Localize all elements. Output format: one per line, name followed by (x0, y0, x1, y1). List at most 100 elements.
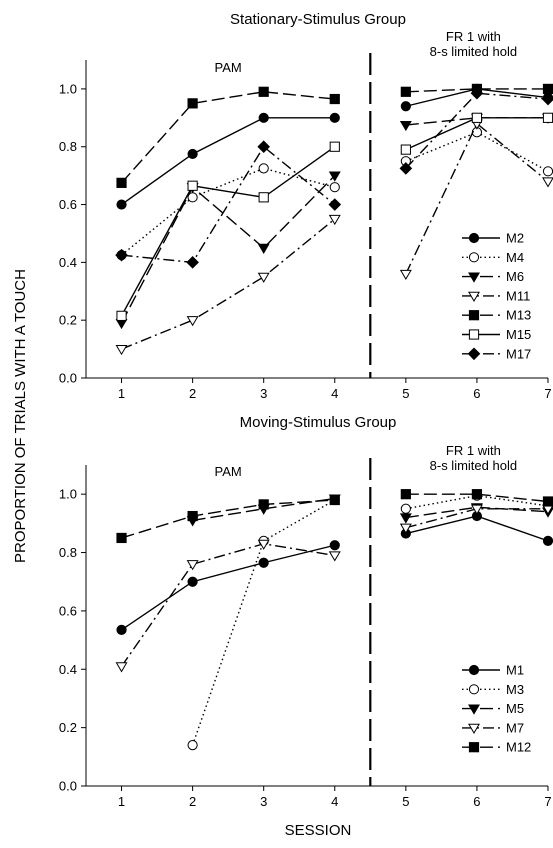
top-panel-legend: M2 M4 M6 M11 M13 M15 M17 (462, 231, 531, 361)
data-point (329, 182, 340, 193)
y-tick-label: 0.8 (59, 545, 77, 560)
legend-entry: M17 (462, 346, 531, 361)
legend-marker (468, 664, 480, 676)
bottom-panel-axes: 0.0 0.2 0.4 0.6 0.8 1.0 1 2 3 4 5 6 7 PAM FR 1 with8-s… (59, 443, 552, 809)
data-point (328, 198, 342, 211)
legend-entry: M1 (462, 663, 524, 678)
y-tick-label: 0.4 (59, 255, 77, 270)
x-tick-label: 3 (260, 386, 267, 401)
y-tick-label: 1.0 (59, 487, 77, 502)
legend-marker (468, 310, 480, 321)
data-point (399, 269, 412, 281)
x-tick-label: 5 (402, 386, 409, 401)
y-tick-label: 0.6 (59, 197, 77, 212)
data-point (186, 560, 199, 571)
data-point (329, 112, 340, 123)
data-point (542, 535, 553, 546)
series-line (121, 145, 336, 264)
x-tick-label: 6 (473, 386, 480, 401)
data-point (116, 532, 127, 544)
top-panel-axes: 0.0 0.2 0.4 0.6 0.8 1.0 1 2 3 4 5 6 7 PAM FR 1 with8-s… (59, 29, 552, 401)
legend-label: M3 (506, 682, 524, 697)
data-point (399, 523, 412, 534)
phase-label: 8-s limited hold (430, 44, 517, 59)
legend-marker (468, 252, 480, 263)
legend-entry: M5 (462, 701, 524, 716)
legend-entry: M13 (462, 308, 531, 323)
data-point (329, 540, 340, 551)
legend-marker (468, 742, 480, 753)
data-point (258, 86, 269, 97)
legend-label: M2 (506, 231, 524, 246)
legend-label: M6 (506, 269, 524, 284)
y-tick-label: 1.0 (59, 81, 77, 96)
y-tick-label: 0.0 (59, 779, 77, 794)
legend-entry: M4 (462, 250, 524, 265)
data-point (257, 140, 270, 154)
data-point (187, 576, 198, 587)
series-line (405, 506, 549, 519)
y-tick-label: 0.4 (59, 662, 77, 677)
series-line (121, 218, 336, 350)
y-tick-label: 0.6 (59, 603, 77, 618)
data-point (400, 101, 411, 112)
legend-marker (467, 347, 481, 361)
data-point (329, 141, 340, 152)
data-point (328, 171, 341, 182)
x-tick-label: 1 (118, 386, 125, 401)
legend-marker (468, 232, 480, 244)
series-m11 (115, 119, 553, 356)
x-tick-label: 2 (189, 386, 196, 401)
legend-entry: M12 (462, 740, 531, 755)
data-point (399, 162, 413, 175)
phase-label: FR 1 with (446, 443, 501, 458)
data-point (329, 494, 340, 506)
legend-entry: M7 (462, 720, 524, 735)
series-line (121, 499, 335, 539)
legend-marker (468, 272, 480, 283)
data-point (470, 86, 484, 100)
data-point (115, 344, 128, 356)
legend-entry: M11 (462, 288, 530, 303)
x-tick-label: 3 (260, 794, 267, 809)
data-point (471, 112, 483, 123)
x-tick-label: 7 (544, 386, 551, 401)
series-line (405, 493, 549, 503)
data-point (116, 199, 127, 210)
data-point (399, 120, 412, 132)
legend-label: M5 (506, 701, 524, 716)
data-point (187, 510, 198, 522)
series-m12 (116, 489, 553, 544)
series-line (120, 146, 336, 317)
data-point (258, 192, 269, 203)
legend-marker (468, 704, 480, 715)
legend-marker (468, 329, 480, 340)
data-point (115, 662, 128, 673)
data-point (186, 256, 199, 269)
data-point (258, 112, 269, 123)
data-point (258, 163, 269, 174)
data-point (328, 214, 341, 226)
data-point (329, 93, 340, 105)
series-line (405, 92, 549, 169)
legend-label: M1 (506, 663, 524, 678)
data-point (542, 83, 553, 95)
x-tick-label: 6 (473, 794, 480, 809)
bottom-panel-title: Moving-Stimulus Group (240, 414, 397, 431)
data-point (400, 144, 411, 155)
legend-label: M4 (506, 250, 524, 265)
top-panel-lines (115, 83, 553, 356)
phase-label: PAM (215, 464, 242, 479)
legend-entry: M3 (462, 682, 524, 697)
data-point (257, 539, 270, 550)
series-m1 (116, 510, 553, 635)
legend-label: M17 (506, 346, 531, 361)
legend-marker (468, 723, 480, 734)
data-point (399, 513, 412, 524)
x-tick-label: 2 (189, 794, 196, 809)
legend-marker (468, 291, 480, 302)
bottom-panel-lines (115, 489, 553, 751)
data-point (187, 98, 198, 109)
y-tick-label: 0.8 (59, 139, 77, 154)
